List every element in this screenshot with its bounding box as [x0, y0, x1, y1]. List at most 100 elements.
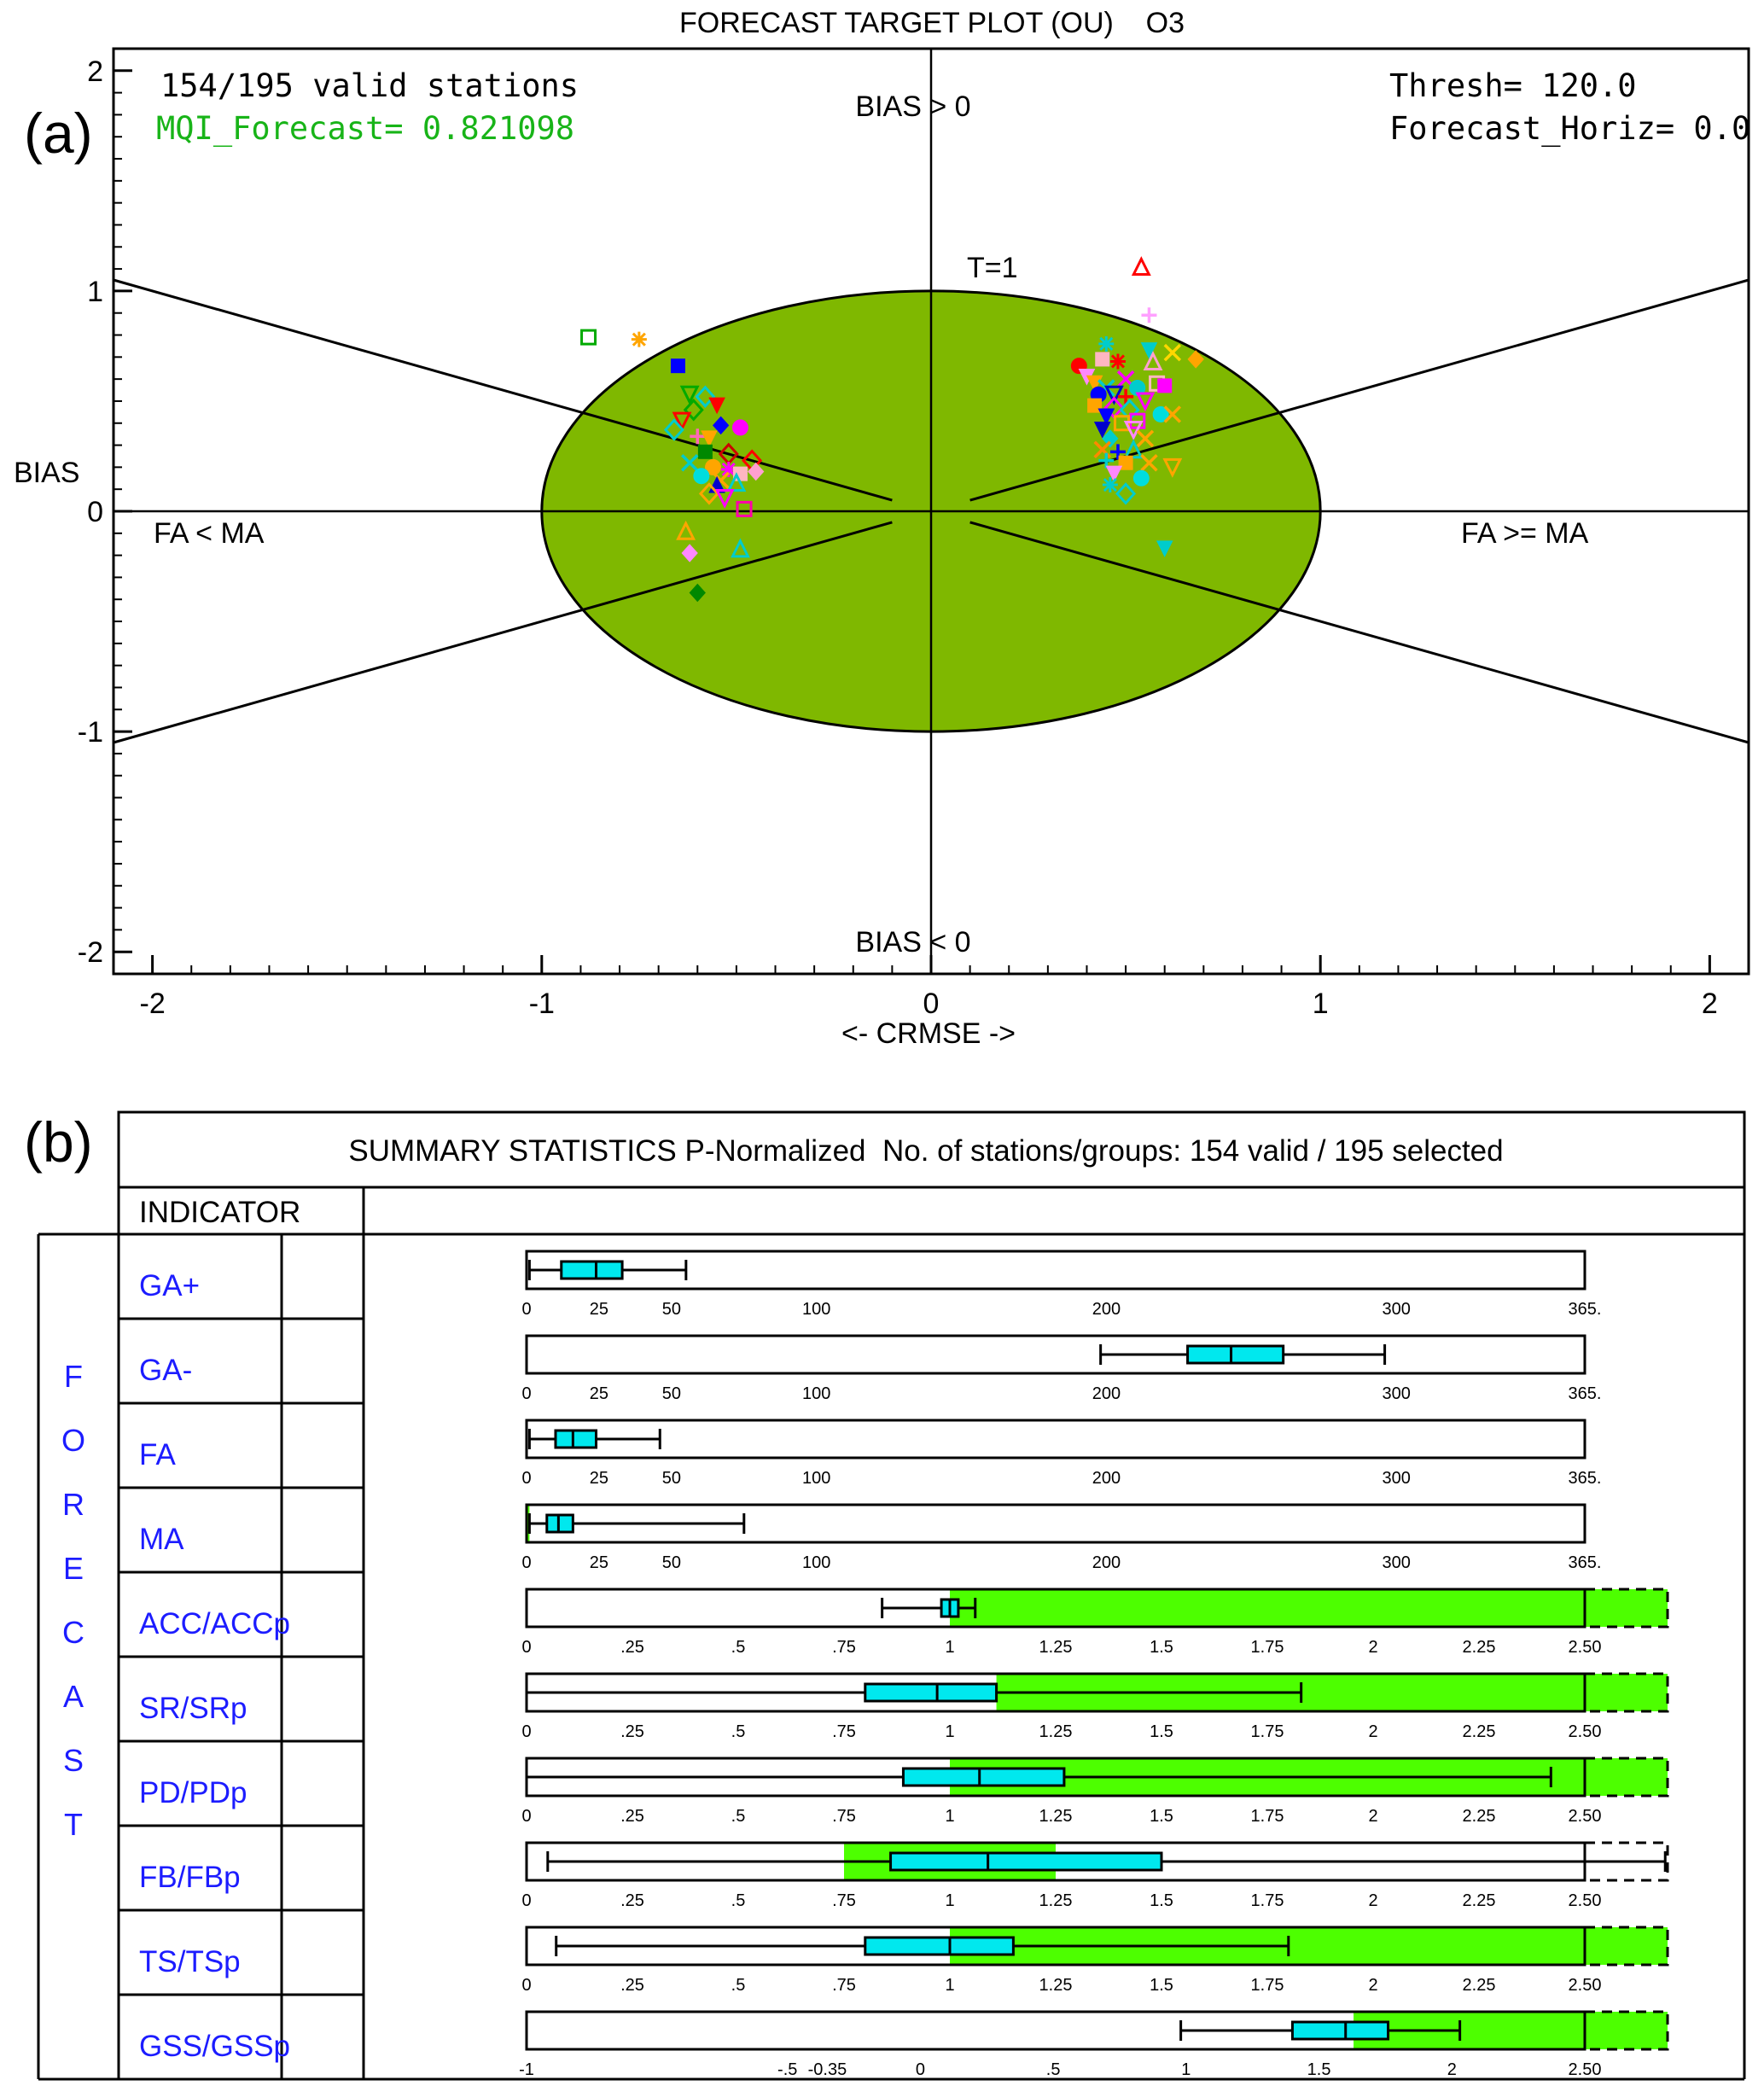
- scale-tick-label: 0: [521, 1638, 531, 1657]
- data-point: [693, 468, 710, 485]
- indicator-bar: [525, 1588, 1586, 1629]
- scale-tick-label: 365.: [1569, 1300, 1602, 1319]
- scale-tick-label: 1.25: [1039, 1807, 1073, 1826]
- scale-tick-label: 2.25: [1463, 1638, 1496, 1657]
- scale-tick-label: 200: [1092, 1469, 1121, 1488]
- scale-tick-label: 1.5: [1150, 1722, 1173, 1741]
- scale-tick-label: 25: [590, 1469, 608, 1488]
- dashed-extension: [1585, 1841, 1669, 1882]
- scale-tick-label: 1: [945, 1807, 954, 1826]
- scale-tick-label: -0.35: [808, 2060, 847, 2079]
- data-point: [1118, 455, 1133, 470]
- data-point: [726, 472, 747, 492]
- panel-label-b: (b): [24, 1110, 93, 1174]
- valid-stations-text: 154/195 valid stations: [160, 67, 579, 104]
- scale-tick-label: 2: [1447, 2060, 1457, 2079]
- acceptable-band-ext: [1585, 2012, 1668, 2049]
- data-point: [1156, 540, 1173, 557]
- data-point: [679, 385, 700, 405]
- acceptable-band-ext: [1585, 1674, 1668, 1711]
- indicator-bar: [525, 1503, 1586, 1544]
- fa-ge-ma-label: FA >= MA: [1461, 517, 1589, 550]
- indicator-label: ACC/ACCp: [139, 1607, 290, 1640]
- data-point: [1132, 469, 1150, 487]
- data-point: [690, 428, 706, 445]
- data-point: [712, 416, 730, 435]
- data-point: [748, 462, 765, 481]
- scale-tick-label: 0: [521, 1300, 531, 1319]
- scale-tick-label: .25: [620, 1638, 644, 1657]
- scale-tick-label: 365.: [1569, 1553, 1602, 1572]
- data-point: [1152, 405, 1169, 422]
- scale-tick-label: 200: [1092, 1553, 1121, 1572]
- scale-tick-label: .5: [731, 1976, 746, 1995]
- scale-tick-label: 25: [590, 1384, 608, 1403]
- scale-tick-label: 300: [1382, 1553, 1410, 1572]
- group-letter: A: [63, 1679, 84, 1714]
- data-point: [1123, 439, 1144, 459]
- scale-tick-label: 1.5: [1150, 1638, 1173, 1657]
- iqr-box: [554, 1429, 598, 1449]
- scale-tick-label: 2: [1368, 1638, 1377, 1657]
- mqi-forecast-text: MQI_Forecast= 0.821098: [156, 110, 574, 148]
- scale-tick-label: 100: [802, 1469, 830, 1488]
- y-tick-label: -1: [78, 716, 103, 749]
- data-point: [1102, 477, 1118, 493]
- scale-tick-label: 0: [521, 1891, 531, 1910]
- data-point: [695, 385, 716, 409]
- y-tick-label: 0: [87, 496, 103, 528]
- data-point: [1163, 343, 1182, 362]
- data-point: [1109, 353, 1126, 370]
- scale-tick-label: 50: [662, 1384, 681, 1403]
- iqr-box: [545, 1513, 574, 1534]
- scale-tick-label: 0: [521, 1722, 531, 1741]
- scale-tick-label: .75: [832, 1807, 856, 1826]
- data-point: [1098, 335, 1115, 352]
- data-point: [1123, 421, 1144, 440]
- group-letter: R: [62, 1487, 84, 1522]
- scale-tick-label: .5: [731, 1638, 746, 1657]
- scale-tick-label: .75: [832, 1891, 856, 1910]
- scale-tick-label: 2: [1368, 1807, 1377, 1826]
- data-point: [1135, 392, 1156, 412]
- scale-tick-label: 2: [1368, 1976, 1377, 1995]
- data-point: [1140, 342, 1158, 359]
- scale-tick-label: 2.50: [1569, 1807, 1602, 1826]
- data-point: [705, 458, 722, 475]
- scale-tick-label: 1.25: [1039, 1891, 1073, 1910]
- data-point: [1118, 388, 1134, 405]
- group-letter: T: [64, 1807, 83, 1842]
- data-point: [731, 419, 748, 436]
- group-letter: F: [64, 1359, 83, 1394]
- acceptable-band: [950, 1589, 1585, 1627]
- data-point: [1105, 465, 1123, 483]
- scale-tick-label: 1.5: [1150, 1976, 1173, 1995]
- iqr-box: [1186, 1344, 1285, 1365]
- data-point: [720, 461, 736, 477]
- x-tick-label: -2: [140, 988, 166, 1020]
- data-point: [689, 583, 706, 603]
- group-letter: O: [61, 1423, 85, 1458]
- scale-tick-label: 2.25: [1463, 1807, 1496, 1826]
- scale-tick-label: 0: [521, 1469, 531, 1488]
- acceptable-band-ext: [1585, 1589, 1668, 1627]
- scale-tick-label: 0: [916, 2060, 925, 2079]
- scale-tick-label: 300: [1382, 1469, 1410, 1488]
- scale-tick-label: 1.75: [1251, 1638, 1284, 1657]
- data-point: [680, 453, 699, 472]
- dashed-extension: [1585, 1757, 1669, 1798]
- indicator-label: FA: [139, 1438, 176, 1471]
- iqr-box: [1290, 2020, 1390, 2041]
- scale-tick-label: 2.50: [1569, 2060, 1602, 2079]
- scale-tick-label: 0: [521, 1553, 531, 1572]
- bias-positive-label: BIAS > 0: [855, 90, 970, 123]
- scale-tick-label: 100: [802, 1384, 830, 1403]
- x-tick-label: 1: [1313, 988, 1329, 1020]
- summary-statistics-table: SUMMARY STATISTICS P-Normalized No. of s…: [37, 1110, 1746, 2081]
- indicator-label: FB/FBp: [139, 1861, 241, 1894]
- scale-tick-label: 2: [1368, 1722, 1377, 1741]
- scale-tick-label: .5: [731, 1722, 746, 1741]
- scale-tick-label: 1.5: [1307, 2060, 1331, 2079]
- dashed-extension: [1585, 2010, 1669, 2051]
- scale-tick-label: 1.25: [1039, 1976, 1073, 1995]
